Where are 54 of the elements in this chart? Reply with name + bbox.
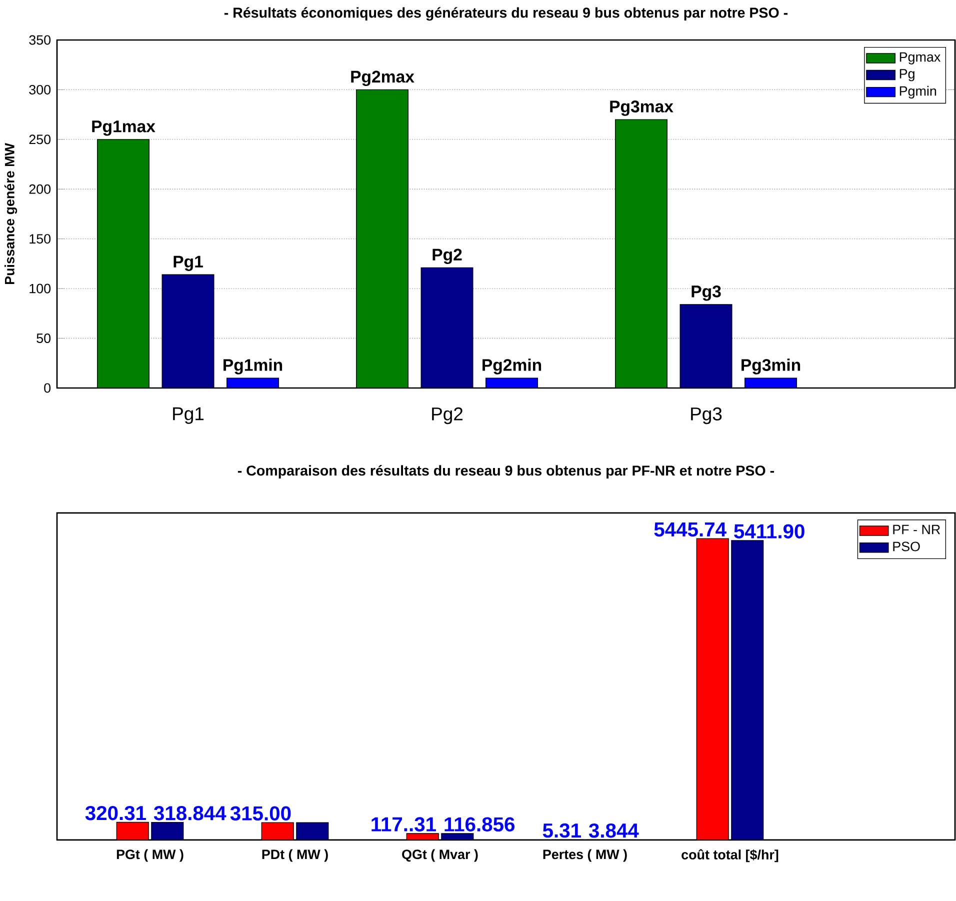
data-label: Pg1min: [224, 358, 282, 374]
data-label: 318.844: [154, 806, 226, 820]
x-tick-label: coût total [$/hr]: [682, 849, 778, 862]
bar: [486, 378, 538, 388]
data-label: 320.31: [85, 806, 146, 820]
y-tick-label: 100: [30, 284, 51, 294]
y-tick-label: 50: [36, 334, 51, 344]
x-tick-label: Pg3: [691, 407, 722, 424]
y-tick-label: 250: [29, 134, 51, 144]
x-tick-label: QGt ( Mvar ): [402, 849, 478, 862]
data-label: 5411.90: [734, 524, 804, 538]
x-tick-label: PGt ( MW ): [116, 849, 184, 862]
chart-title: - Résultats économiques des générateurs du reseau 9 bus obtenus par notre PSO -: [224, 7, 788, 21]
data-label: Pg1: [174, 256, 203, 271]
y-tick-label: 200: [29, 184, 51, 194]
bar: [162, 274, 214, 388]
data-label: Pg2: [432, 248, 462, 264]
bar: [744, 378, 797, 388]
y-tick-label: 300: [29, 84, 51, 94]
legend-label: PSO: [893, 542, 920, 552]
data-label: 117..31: [372, 817, 436, 832]
legend-label: PF - NR: [893, 524, 940, 534]
data-label: 116.856: [444, 817, 514, 832]
data-label: Pg3min: [742, 358, 800, 374]
bar: [116, 822, 149, 840]
data-label: 3.844: [588, 823, 639, 838]
bar: [615, 119, 668, 388]
data-label: Pg2max: [351, 70, 414, 86]
bar: [696, 538, 729, 840]
data-label: 315.00: [230, 806, 291, 821]
bar: [97, 139, 150, 388]
legend-label: Pgmax: [900, 52, 941, 64]
x-tick-label: PDt ( MW ): [262, 849, 328, 862]
bar: [420, 267, 474, 388]
y-tick-label: 0: [44, 383, 51, 393]
x-tick-label: Pg1: [173, 407, 204, 424]
y-tick-label: 350: [29, 35, 51, 45]
bar: [261, 822, 294, 840]
data-label: 5445.74: [654, 522, 726, 537]
legend-label: Pgmin: [900, 86, 936, 98]
data-label: Pg3: [692, 285, 721, 301]
bar: [226, 378, 279, 388]
data-label: 5.31: [542, 823, 581, 838]
x-tick-label: Pertes ( MW ): [543, 849, 627, 862]
x-tick-label: Pg2: [432, 407, 463, 424]
data-label: Pg3max: [610, 100, 674, 116]
legend-label: Pg: [900, 69, 914, 82]
bar: [680, 304, 732, 388]
y-tick-label: 150: [30, 234, 51, 244]
bar: [356, 89, 408, 388]
data-label: Pg2min: [482, 358, 542, 374]
chart-title: - Comparaison des résultats du reseau 9 bus obtenus par PF-NR et notre PSO -: [238, 465, 774, 478]
data-label: Pg1max: [92, 120, 156, 136]
y-axis-title: Puissance genére MW: [4, 143, 18, 284]
